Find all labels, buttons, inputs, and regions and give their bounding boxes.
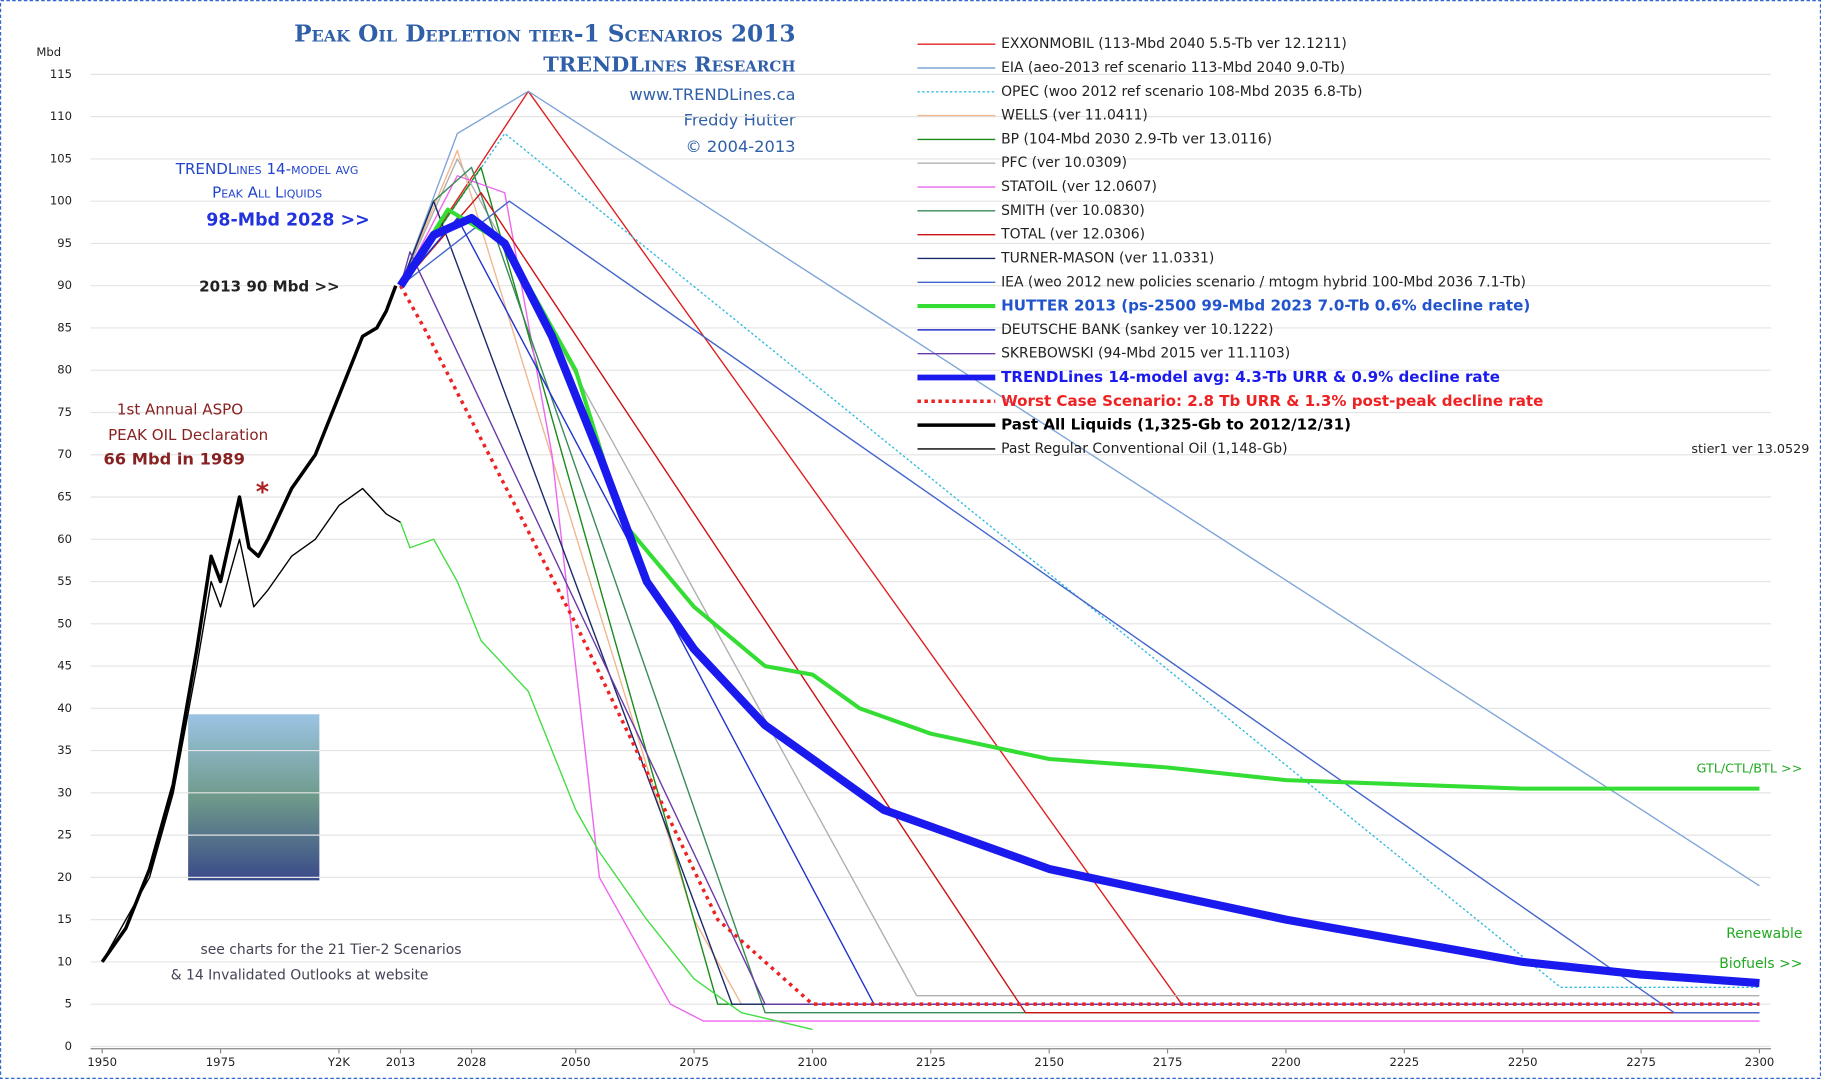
legend-label: TRENDLines 14-model avg: 4.3-Tb URR & 0.… [1001, 368, 1500, 386]
x-tick-label: 2150 [1034, 1055, 1064, 1069]
y-tick-label: 15 [57, 912, 72, 926]
y-tick-label: 0 [65, 1039, 72, 1053]
x-tick-label: Y2K [327, 1055, 350, 1069]
subtitle: www.TRENDLines.ca [629, 85, 795, 104]
y-tick-label: 100 [50, 194, 72, 208]
y-tick-label: 65 [57, 490, 72, 504]
y-axis-label: Mbd [36, 45, 61, 59]
subtitle: © 2004-2013 [686, 137, 796, 156]
legend-label: SMITH (ver 10.0830) [1001, 203, 1145, 219]
legend-label: IEA (weo 2012 new policies scenario / mt… [1001, 274, 1526, 290]
annotation: 66 Mbd in 1989 [104, 449, 245, 468]
legend-label: TOTAL (ver 12.0306) [1000, 227, 1145, 243]
legend-label: OPEC (woo 2012 ref scenario 108-Mbd 2035… [1001, 84, 1362, 100]
y-tick-label: 70 [57, 447, 72, 461]
y-tick-label: 20 [57, 870, 72, 884]
y-tick-label: 5 [65, 997, 72, 1011]
legend-label: WELLS (ver 11.0411) [1001, 108, 1148, 124]
y-tick-label: 85 [57, 320, 72, 334]
x-tick-label: 1950 [87, 1055, 117, 1069]
photo [188, 714, 319, 880]
x-tick-label: 2200 [1271, 1055, 1301, 1069]
annotation: * [256, 478, 269, 508]
x-tick-label: 1975 [206, 1055, 236, 1069]
y-tick-label: 40 [57, 701, 72, 715]
chart-title: Peak Oil Depletion tier-1 Scenarios 2013 [294, 20, 795, 47]
annotation: stier1 ver 13.0529 [1691, 442, 1809, 457]
y-tick-label: 105 [50, 151, 72, 165]
y-tick-label: 30 [57, 785, 72, 799]
legend-label: BP (104-Mbd 2030 2.9-Tb ver 13.0116) [1001, 131, 1272, 147]
y-tick-label: 45 [57, 659, 72, 673]
legend-label: PFC (ver 10.0309) [1001, 155, 1127, 171]
legend-label: DEUTSCHE BANK (sankey ver 10.1222) [1001, 322, 1273, 338]
subtitle: Freddy Hutter [684, 110, 796, 129]
y-tick-label: 95 [57, 236, 72, 250]
x-tick-label: 2125 [916, 1055, 946, 1069]
annotation: Peak All Liquids [212, 183, 322, 201]
x-tick-label: 2050 [561, 1055, 591, 1069]
annotation: Renewable [1726, 926, 1802, 942]
legend-label: Worst Case Scenario: 2.8 Tb URR & 1.3% p… [1001, 392, 1543, 410]
y-tick-label: 80 [57, 363, 72, 377]
annotation: see charts for the 21 Tier-2 Scenarios [200, 942, 461, 958]
y-tick-label: 115 [50, 67, 72, 81]
annotation: 1st Annual ASPO [117, 401, 243, 419]
y-tick-label: 35 [57, 743, 72, 757]
legend-label: Past Regular Conventional Oil (1,148-Gb) [1001, 441, 1287, 457]
x-tick-label: 2250 [1508, 1055, 1538, 1069]
y-tick-label: 60 [57, 532, 72, 546]
y-tick-label: 55 [57, 574, 72, 588]
annotation: Biofuels >> [1719, 956, 1802, 972]
legend-label: SKREBOWSKI (94-Mbd 2015 ver 11.1103) [1001, 346, 1290, 362]
subtitle: TRENDLines Research [543, 52, 795, 77]
chart: Peak Oil Depletion tier-1 Scenarios 2013… [0, 0, 1821, 1079]
legend-label: STATOIL (ver 12.0607) [1001, 179, 1157, 195]
legend-label: HUTTER 2013 (ps-2500 99-Mbd 2023 7.0-Tb … [1001, 297, 1530, 315]
y-tick-label: 75 [57, 405, 72, 419]
x-tick-label: 2075 [679, 1055, 709, 1069]
x-tick-label: 2028 [457, 1055, 487, 1069]
x-tick-label: 2225 [1390, 1055, 1420, 1069]
y-tick-label: 10 [57, 954, 72, 968]
legend-label: Past All Liquids (1,325-Gb to 2012/12/31… [1001, 416, 1351, 434]
x-tick-label: 2275 [1626, 1055, 1656, 1069]
annotation: PEAK OIL Declaration [108, 426, 268, 444]
annotation: GTL/CTL/BTL >> [1697, 761, 1803, 776]
annotation: TRENDLines 14-model avg [175, 160, 359, 178]
x-tick-label: 2013 [386, 1055, 416, 1069]
y-tick-label: 110 [50, 109, 72, 123]
y-tick-label: 25 [57, 828, 72, 842]
annotation: & 14 Invalidated Outlooks at website [171, 968, 429, 984]
annotation: 2013 90 Mbd >> [199, 277, 340, 295]
y-tick-label: 90 [57, 278, 72, 292]
legend-label: EIA (aeo-2013 ref scenario 113-Mbd 2040 … [1001, 60, 1345, 76]
legend-label: EXXONMOBIL (113-Mbd 2040 5.5-Tb ver 12.1… [1001, 36, 1347, 52]
x-tick-label: 2175 [1153, 1055, 1183, 1069]
annotation: 98-Mbd 2028 >> [206, 211, 369, 231]
y-tick-label: 50 [57, 616, 72, 630]
legend-label: TURNER-MASON (ver 11.0331) [1000, 250, 1214, 266]
x-tick-label: 2100 [798, 1055, 828, 1069]
x-tick-label: 2300 [1745, 1055, 1775, 1069]
